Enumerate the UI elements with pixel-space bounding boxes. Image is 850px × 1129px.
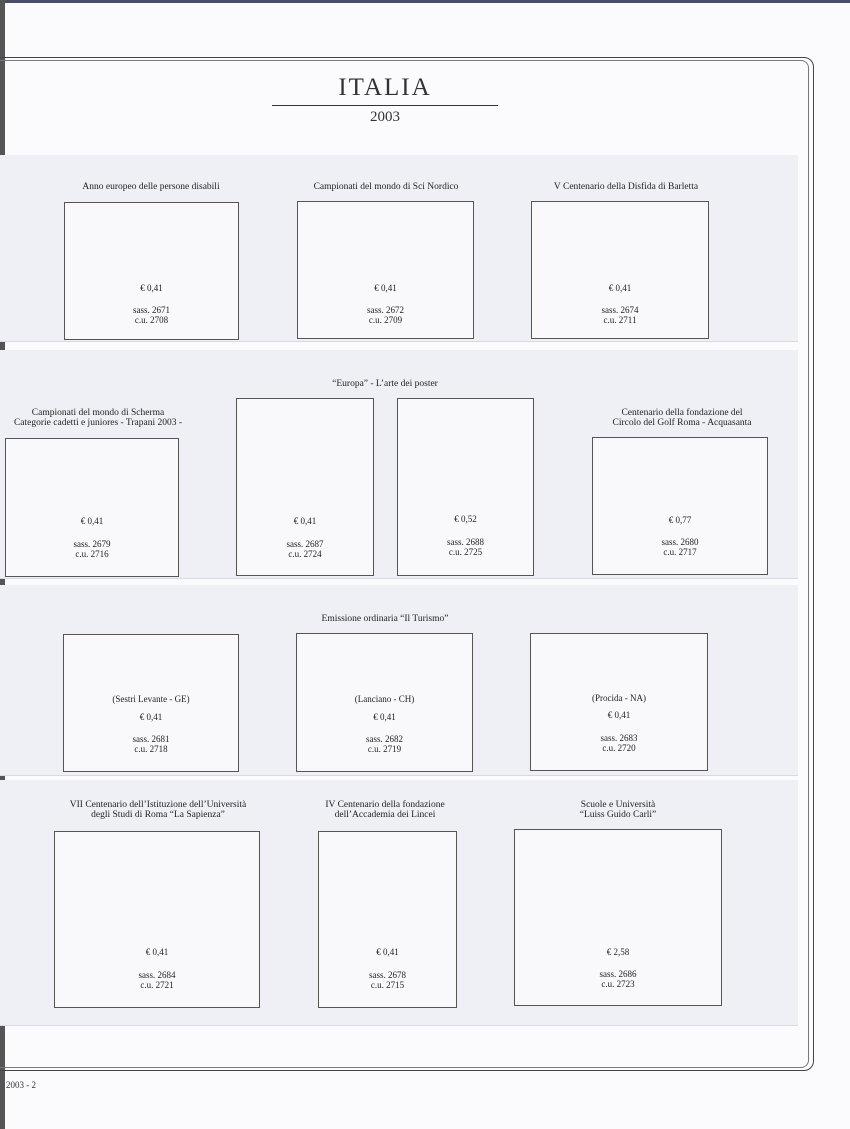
page-number: 2003 - 2 (6, 1080, 36, 1090)
stamp-caption: degli Studi di Roma “La Sapienza” (91, 810, 225, 820)
stamp-sassone-number: sass. 2679 (73, 539, 111, 549)
stamp-mount-box: € 0,41 sass. 2678 c.u. 2715 (318, 831, 457, 1008)
stamp-cu-number: c.u. 2716 (75, 549, 109, 559)
stamp-mount-box: (Procida - NA) € 0,41 sass. 2683 c.u. 2720 (530, 633, 708, 771)
page-frame (0, 57, 814, 1071)
stamp-face-value: € 0,41 (145, 947, 169, 957)
stamp-mount-box: € 0,41 sass. 2684 c.u. 2721 (54, 831, 260, 1008)
stamp-sassone-number: sass. 2671 (132, 305, 170, 315)
stamp-face-value: € 0,52 (454, 514, 477, 524)
stamp-sassone-number: sass. 2684 (138, 970, 176, 980)
stamp-cu-number: c.u. 2721 (140, 980, 174, 990)
stamp-caption: Campionati del mondo di Sci Nordico (313, 182, 459, 192)
stamp-mount-box: € 0,41 sass. 2687 c.u. 2724 (236, 398, 374, 576)
stamp-mount-box: € 2,58 sass. 2686 c.u. 2723 (514, 829, 722, 1006)
stamp-caption: “Luiss Guido Carli” (579, 810, 657, 820)
stamp-location: (Sestri Levante - GE) (112, 694, 190, 704)
stamp-cu-number: c.u. 2708 (134, 315, 169, 325)
stamp-sassone-number: sass. 2683 (600, 733, 638, 743)
stamp-caption: dell’Accademia dei Lincei (334, 810, 436, 820)
stamp-mount-box: € 0,41 sass. 2671 c.u. 2708 (64, 202, 239, 340)
stamp-face-value: € 0,41 (140, 283, 163, 293)
stamp-caption: Centenario della fondazione del (621, 408, 743, 418)
stamp-location: (Lanciano - CH) (354, 694, 415, 704)
stamp-caption: VII Centenario dell’Istituzione dell’Uni… (69, 800, 247, 810)
stamp-face-value: € 0,41 (139, 712, 163, 722)
stamp-sassone-number: sass. 2682 (365, 734, 403, 744)
stamp-face-value: € 0,41 (376, 947, 399, 957)
page-title: ITALIA (338, 74, 432, 101)
stamp-location: (Procida - NA) (592, 693, 646, 703)
stamp-mount-box: € 0,41 sass. 2674 c.u. 2711 (531, 201, 709, 339)
stamp-caption: Circolo del Golf Roma - Acquasanta (612, 418, 752, 428)
stamp-caption: Anno europeo delle persone disabili (82, 182, 220, 192)
stamp-cu-number: c.u. 2720 (602, 743, 636, 753)
stamp-mount-box: (Sestri Levante - GE) € 0,41 sass. 2681 c.u… (63, 634, 239, 772)
title-rule (272, 105, 498, 106)
stamp-caption: Campionati del mondo di Scherma (31, 408, 165, 418)
stamp-caption: Scuole e Università (580, 800, 656, 810)
stamp-face-value: € 0,41 (293, 516, 317, 526)
stamp-cu-number: c.u. 2723 (601, 979, 635, 989)
stamp-mount-box: € 0,41 sass. 2672 c.u. 2709 (297, 201, 474, 339)
stamp-face-value: € 0,41 (607, 710, 631, 720)
stamp-mount-box: € 0,52 sass. 2688 c.u. 2725 (397, 398, 534, 576)
stamp-cu-number: c.u. 2718 (134, 744, 168, 754)
stamp-sassone-number: sass. 2681 (132, 734, 170, 744)
stamp-sassone-number: sass. 2686 (599, 969, 637, 979)
stamp-face-value: € 0,41 (80, 516, 104, 526)
stamp-face-value: € 0,77 (668, 515, 692, 525)
stamp-face-value: € 0,41 (373, 712, 396, 722)
page-frame-inner (0, 60, 809, 1068)
stamp-cu-number: c.u. 2709 (368, 315, 403, 325)
stamp-face-value: € 0,41 (608, 283, 632, 293)
stamp-mount-box: (Lanciano - CH) € 0,41 sass. 2682 c.u. 2719 (296, 633, 473, 772)
stamp-sassone-number: sass. 2674 (601, 305, 639, 315)
stamp-face-value: € 2,58 (606, 947, 630, 957)
stamp-sassone-number: sass. 2678 (368, 970, 406, 980)
stamp-sassone-number: sass. 2672 (366, 305, 404, 315)
stamp-sassone-number: sass. 2688 (446, 537, 484, 547)
stamp-sassone-number: sass. 2687 (286, 539, 324, 549)
stamp-face-value: € 0,41 (374, 283, 397, 293)
stamp-caption: V Centenario della Disfida di Barletta (553, 182, 699, 192)
stamp-sassone-number: sass. 2680 (661, 537, 699, 547)
stamp-cu-number: c.u. 2715 (370, 980, 405, 990)
stamp-caption: IV Centenario della fondazione (325, 800, 445, 810)
scan-top-edge (0, 0, 850, 3)
stamp-cu-number: c.u. 2717 (663, 547, 697, 557)
stamp-caption: Categorie cadetti e juniores - Trapani 2… (13, 418, 183, 428)
stamp-mount-box: € 0,77 sass. 2680 c.u. 2717 (592, 437, 768, 575)
row-caption: Emissione ordinaria “Il Turismo” (321, 614, 449, 624)
stamp-cu-number: c.u. 2724 (288, 549, 322, 559)
row-caption: “Europa” - L’arte dei poster (332, 379, 438, 389)
stamp-cu-number: c.u. 2711 (603, 315, 637, 325)
page-year: 2003 (370, 109, 400, 125)
stamp-cu-number: c.u. 2719 (367, 744, 402, 754)
stamp-cu-number: c.u. 2725 (448, 547, 483, 557)
stamp-mount-box: € 0,41 sass. 2679 c.u. 2716 (5, 438, 179, 577)
